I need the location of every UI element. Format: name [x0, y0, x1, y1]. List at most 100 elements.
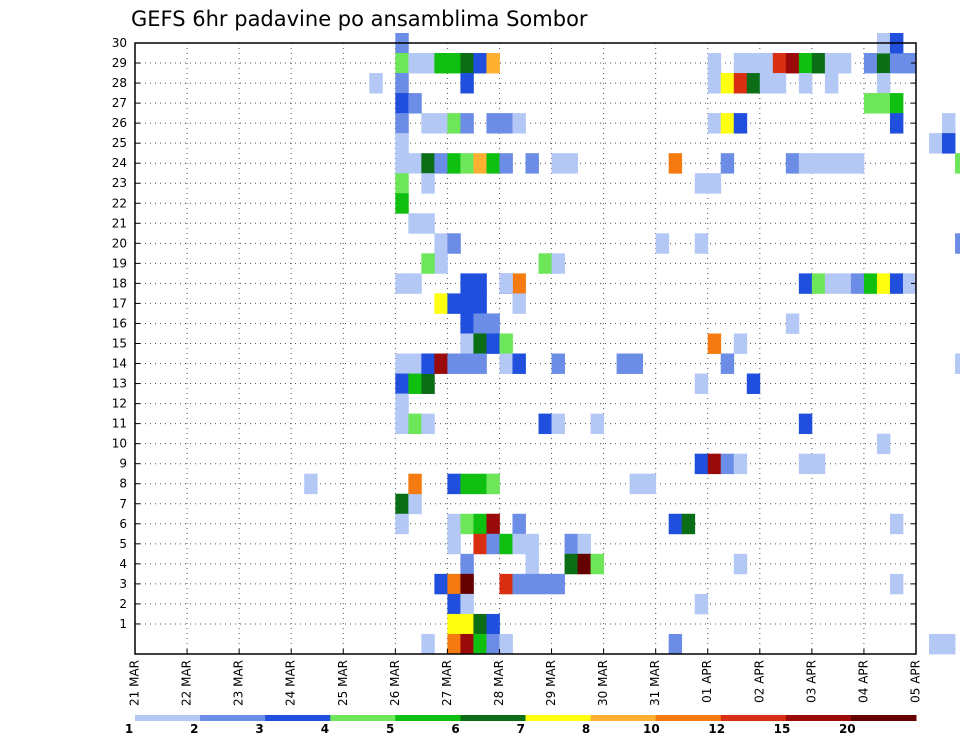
data-cell: [473, 533, 487, 555]
data-cell: [395, 93, 409, 114]
x-tick-label: 21 MAR: [128, 660, 142, 706]
data-cell: [395, 393, 409, 415]
y-tick-label: 5: [119, 537, 127, 551]
data-cell: [408, 493, 422, 515]
data-cell: [473, 513, 487, 535]
y-tick-label: 7: [119, 497, 127, 511]
data-cell: [499, 113, 513, 134]
data-cell: [447, 233, 461, 254]
data-cell: [668, 633, 683, 655]
data-cell: [811, 153, 826, 174]
legend-color-segment: [850, 715, 917, 721]
grid-lines: [135, 42, 916, 654]
legend-color-segment: [135, 715, 201, 721]
y-tick-label: 21: [112, 216, 127, 230]
data-cell: [785, 153, 800, 174]
data-cell: [759, 53, 774, 74]
data-cell: [668, 153, 683, 174]
legend-label: 6: [451, 722, 459, 736]
y-tick-label: 29: [112, 56, 127, 70]
data-cell: [473, 633, 487, 655]
data-cell: [421, 413, 435, 435]
x-tick-label: 23 MAR: [232, 660, 246, 706]
data-cell: [889, 113, 904, 134]
data-cell: [460, 613, 474, 635]
data-cell: [720, 353, 735, 374]
color-legend: 1 2 3 4 5 6 7 8 10 12 15 20: [125, 715, 917, 736]
y-tick-label: 15: [112, 336, 127, 350]
data-cell: [434, 113, 448, 134]
y-tick-label: 13: [112, 377, 127, 391]
y-tick-label: 3: [119, 577, 127, 591]
data-cell: [434, 253, 448, 274]
data-cell: [564, 153, 578, 174]
data-cell: [929, 133, 943, 154]
data-cell: [486, 113, 500, 134]
legend-color-segment: [720, 715, 787, 721]
data-cell: [551, 413, 565, 435]
data-cell: [395, 493, 409, 515]
x-axis: 21 MAR 22 MAR 23 MAR 24 MAR 25 MAR 26 MAR 27 M…: [128, 649, 923, 706]
x-tick-label: 05 APR: [909, 660, 923, 703]
data-cell: [447, 513, 461, 535]
data-cell: [746, 53, 761, 74]
x-tick-label: 04 APR: [856, 660, 870, 703]
data-cell: [590, 553, 604, 575]
x-tick-label: 22 MAR: [180, 660, 194, 706]
data-cell: [460, 313, 474, 334]
data-cell: [850, 153, 865, 174]
legend-label: 20: [839, 722, 856, 736]
data-cell: [733, 113, 748, 134]
data-cell: [434, 573, 448, 595]
data-cell: [499, 633, 513, 655]
legend-color-segment: [265, 715, 331, 721]
data-cell: [408, 353, 422, 374]
x-tick-label: 28 MAR: [492, 660, 506, 706]
data-cell: [460, 73, 474, 94]
data-cell: [408, 213, 422, 234]
data-cell: [460, 333, 474, 354]
data-cell: [525, 533, 539, 555]
data-cell: [785, 313, 800, 334]
data-cell: [395, 513, 409, 535]
data-cell: [395, 353, 409, 374]
data-cell: [447, 533, 461, 555]
data-cell: [447, 613, 461, 635]
y-tick-label: 25: [112, 136, 127, 150]
data-cell: [629, 353, 644, 374]
data-cell: [811, 453, 826, 475]
y-tick-label: 18: [112, 276, 127, 290]
data-cell: [486, 613, 500, 635]
data-cell: [395, 53, 409, 74]
data-cell: [538, 253, 552, 274]
legend-label: 12: [708, 722, 725, 736]
data-cell: [486, 513, 500, 535]
data-cell: [707, 453, 722, 475]
data-cell: [369, 73, 383, 94]
legend-label: 4: [321, 722, 329, 736]
y-tick-label: 9: [119, 457, 127, 471]
data-cell: [629, 473, 644, 495]
legend-label: 8: [582, 722, 590, 736]
data-cell: [408, 473, 422, 495]
data-cell: [512, 513, 526, 535]
data-cell: [876, 93, 891, 114]
data-cell: [811, 273, 826, 294]
data-cell: [902, 53, 917, 74]
data-cell: [434, 53, 448, 74]
data-cell: [850, 273, 865, 294]
data-cell: [395, 193, 409, 214]
data-cell: [746, 73, 761, 94]
data-cell: [577, 553, 591, 575]
data-cell: [824, 153, 839, 174]
legend-label: 7: [517, 722, 525, 736]
data-cell: [460, 293, 474, 314]
y-tick-label: 8: [119, 477, 127, 491]
data-cell: [811, 53, 826, 74]
data-cell: [460, 113, 474, 134]
data-cell: [902, 273, 917, 294]
data-cell: [512, 573, 526, 595]
data-cell: [720, 73, 735, 94]
data-cell: [473, 353, 487, 374]
legend-color-segment: [330, 715, 396, 721]
